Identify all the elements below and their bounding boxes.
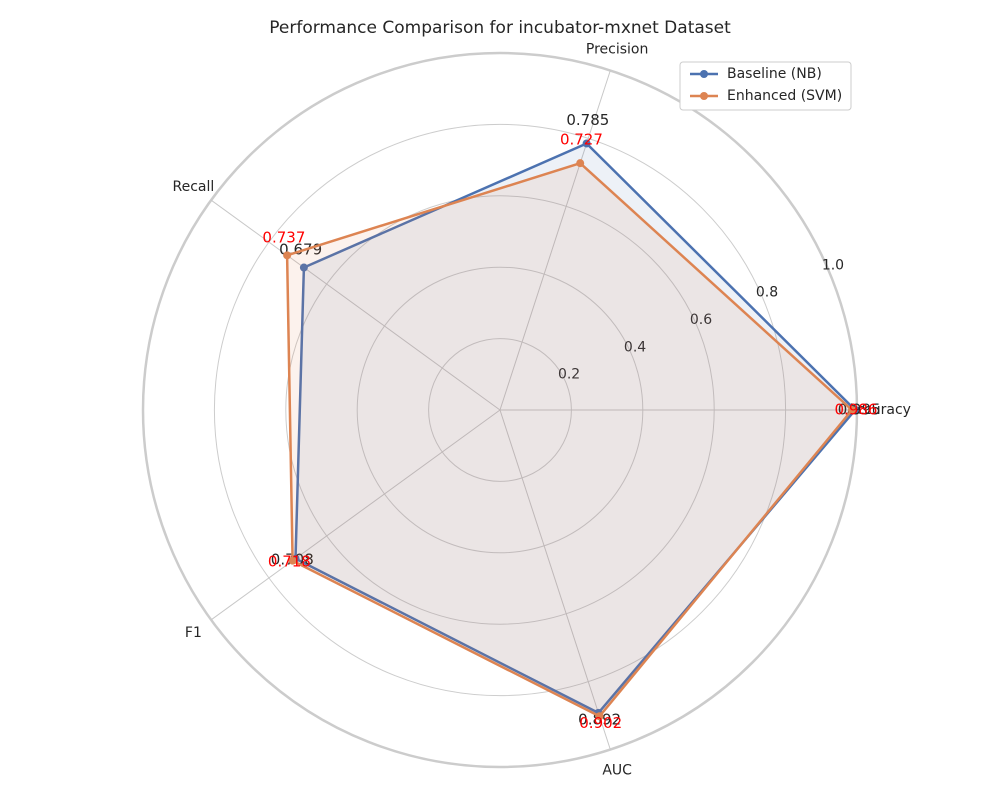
category-label: Accuracy	[847, 402, 911, 418]
series-point	[582, 139, 591, 148]
legend: Baseline (NB) Enhanced (SVM)	[679, 61, 852, 111]
series-point	[299, 263, 308, 272]
r-tick-label: 0.2	[558, 367, 580, 383]
legend-label: Baseline (NB)	[727, 66, 822, 82]
chart-title: Performance Comparison for incubator-mxn…	[269, 18, 731, 38]
series-point	[576, 159, 585, 168]
series-point	[283, 251, 292, 260]
category-label: Recall	[172, 179, 214, 195]
series-line	[294, 142, 857, 715]
category-label: F1	[185, 625, 202, 641]
r-tick-label: 1.0	[822, 257, 844, 273]
spoke	[499, 409, 611, 750]
legend-box	[679, 61, 852, 111]
r-tick-label: 0.8	[756, 285, 778, 301]
legend-marker	[700, 70, 708, 78]
spoke	[210, 409, 501, 621]
category-label: AUC	[602, 762, 632, 778]
series-point	[848, 406, 857, 414]
data-label: 0.727	[560, 130, 603, 148]
r-tick-label: 0.6	[690, 312, 712, 328]
series-point	[595, 712, 604, 721]
category-label: Precision	[586, 42, 648, 58]
r-tick-label: 0.4	[624, 339, 646, 355]
data-label: 0.785	[566, 111, 609, 129]
data-label: 0.718	[268, 553, 311, 571]
data-label: 0.986	[835, 401, 878, 419]
data-label: 0.737	[262, 228, 305, 246]
spoke	[210, 199, 501, 411]
data-label: 0.902	[579, 714, 622, 732]
series-line	[285, 161, 854, 718]
legend-marker	[700, 92, 708, 100]
spoke	[499, 70, 611, 411]
series-point	[288, 556, 297, 565]
series-area	[287, 163, 853, 717]
legend-label: Enhanced (SVM)	[727, 88, 842, 104]
